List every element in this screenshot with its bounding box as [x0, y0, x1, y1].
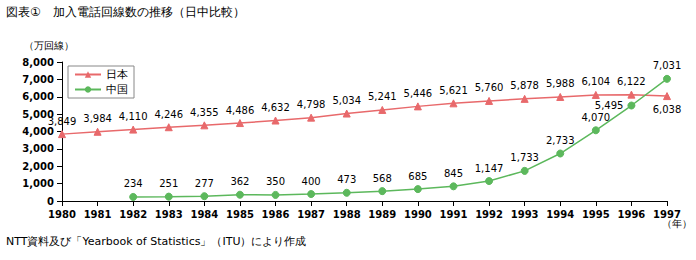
svg-text:400: 400 [302, 176, 321, 187]
svg-text:2,000: 2,000 [22, 161, 54, 172]
svg-text:5,878: 5,878 [510, 80, 539, 91]
svg-text:3,000: 3,000 [22, 143, 54, 154]
svg-text:568: 568 [373, 173, 392, 184]
svg-text:7,031: 7,031 [653, 60, 682, 71]
svg-text:1991: 1991 [440, 209, 468, 220]
svg-text:234: 234 [124, 178, 143, 189]
svg-text:NTT資料及び「Yearbook of Statistics: NTT資料及び「Yearbook of Statistics」（ITU）により作… [6, 235, 306, 248]
svg-text:1989: 1989 [368, 209, 396, 220]
svg-text:5,034: 5,034 [332, 95, 361, 106]
svg-text:5,495: 5,495 [595, 100, 624, 111]
svg-text:5,760: 5,760 [475, 82, 504, 93]
svg-text:5,621: 5,621 [439, 85, 468, 96]
svg-text:1993: 1993 [511, 209, 539, 220]
svg-text:845: 845 [444, 168, 463, 179]
svg-text:1997: 1997 [653, 209, 681, 220]
svg-text:1995: 1995 [582, 209, 610, 220]
svg-text:1983: 1983 [155, 209, 183, 220]
svg-text:1992: 1992 [475, 209, 503, 220]
svg-text:5,988: 5,988 [546, 78, 575, 89]
svg-text:350: 350 [266, 176, 285, 187]
svg-text:1986: 1986 [262, 209, 290, 220]
svg-text:中国: 中国 [106, 83, 128, 96]
svg-text:1987: 1987 [297, 209, 325, 220]
svg-text:1,000: 1,000 [22, 178, 54, 189]
svg-text:6,104: 6,104 [582, 76, 611, 87]
svg-text:1990: 1990 [404, 209, 432, 220]
svg-text:4,070: 4,070 [582, 112, 611, 123]
svg-text:362: 362 [230, 176, 249, 187]
svg-text:7,000: 7,000 [22, 74, 54, 85]
svg-text:473: 473 [337, 174, 356, 185]
svg-text:1994: 1994 [546, 209, 574, 220]
svg-text:図表① 加入電話回線数の推移（日中比較）: 図表① 加入電話回線数の推移（日中比較） [6, 5, 245, 19]
svg-text:（年）: （年） [662, 217, 692, 229]
svg-text:1981: 1981 [84, 209, 112, 220]
svg-text:685: 685 [408, 171, 427, 182]
svg-text:日本: 日本 [106, 68, 128, 81]
svg-text:4,000: 4,000 [22, 126, 54, 137]
svg-text:（万回線）: （万回線） [24, 40, 74, 51]
svg-text:6,038: 6,038 [653, 104, 682, 115]
svg-text:5,446: 5,446 [404, 88, 433, 99]
svg-text:4,486: 4,486 [226, 105, 255, 116]
svg-text:4,246: 4,246 [154, 109, 183, 120]
svg-text:4,798: 4,798 [297, 99, 326, 110]
svg-text:4,355: 4,355 [190, 107, 219, 118]
svg-text:5,241: 5,241 [368, 91, 397, 102]
svg-text:8,000: 8,000 [22, 57, 54, 68]
svg-text:1,733: 1,733 [510, 152, 539, 163]
svg-text:1982: 1982 [119, 209, 147, 220]
svg-text:3,849: 3,849 [48, 116, 77, 127]
svg-text:1984: 1984 [190, 209, 218, 220]
svg-text:4,110: 4,110 [119, 111, 148, 122]
svg-text:1988: 1988 [333, 209, 361, 220]
svg-text:6,122: 6,122 [617, 76, 646, 87]
svg-text:1996: 1996 [617, 209, 645, 220]
svg-text:2,733: 2,733 [546, 135, 575, 146]
svg-text:277: 277 [195, 178, 214, 189]
svg-text:4,632: 4,632 [261, 102, 290, 113]
svg-text:1980: 1980 [48, 209, 76, 220]
svg-text:0: 0 [47, 196, 54, 207]
svg-text:6,000: 6,000 [22, 91, 54, 102]
svg-text:251: 251 [159, 178, 178, 189]
svg-text:1,147: 1,147 [475, 163, 504, 174]
svg-text:3,984: 3,984 [83, 113, 112, 124]
svg-text:5,000: 5,000 [22, 108, 54, 120]
svg-text:1985: 1985 [226, 209, 254, 220]
